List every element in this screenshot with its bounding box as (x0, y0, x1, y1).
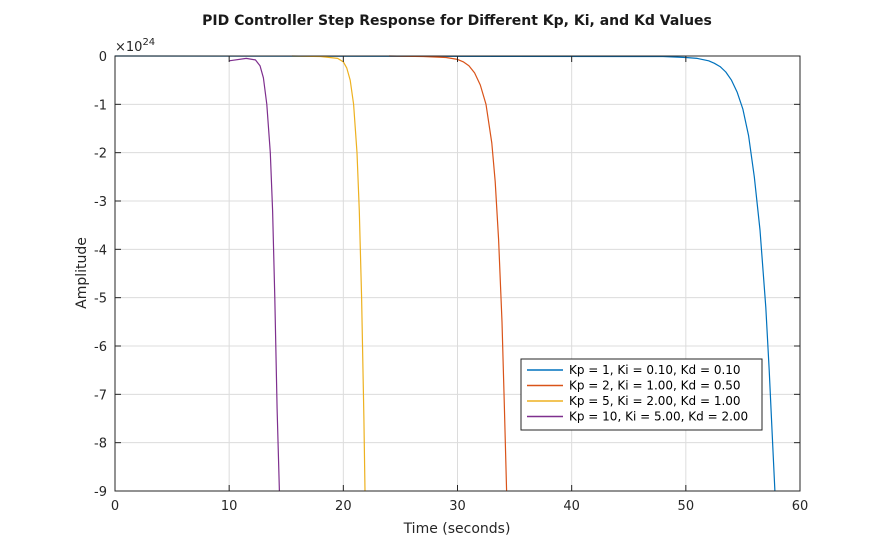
y-tick-label: 0 (99, 50, 107, 65)
chart-title: PID Controller Step Response for Differe… (202, 13, 712, 29)
y-tick-label: -4 (94, 243, 107, 258)
x-tick-label: 40 (563, 499, 580, 514)
series-line-4 (229, 57, 280, 492)
x-axis-label: Time (seconds) (403, 521, 511, 537)
series-layer (114, 55, 776, 492)
series-line-2 (388, 55, 508, 492)
x-tick-label: 20 (335, 499, 352, 514)
y-exponent-base: ×10 (115, 40, 142, 55)
legend-box (520, 358, 763, 431)
x-tick-label: 30 (449, 499, 466, 514)
x-axis-ticks: 0 10 20 30 40 50 60 (111, 56, 808, 514)
x-tick-label: 50 (678, 499, 695, 514)
legend: Kp = 1, Ki = 0.10, Kd = 0.10 Kp = 2, Ki =… (520, 358, 763, 431)
grid (115, 56, 800, 491)
legend-label-2: Kp = 2, Ki = 1.00, Kd = 0.50 (569, 379, 741, 393)
y-axis-ticks: 0 -1 -2 -3 -4 -5 -6 -7 -8 -9 (94, 50, 800, 500)
y-tick-label: -3 (94, 195, 107, 210)
y-tick-label: -6 (94, 340, 107, 355)
series-line-3 (291, 55, 366, 492)
x-tick-label: 0 (111, 499, 119, 514)
y-axis-label: Amplitude (74, 237, 90, 309)
legend-label-1: Kp = 1, Ki = 0.10, Kd = 0.10 (569, 363, 741, 377)
y-tick-label: -1 (94, 98, 107, 113)
y-tick-label: -7 (94, 388, 107, 403)
legend-label-3: Kp = 5, Ki = 2.00, Kd = 1.00 (569, 394, 741, 408)
legend-label-4: Kp = 10, Ki = 5.00, Kd = 2.00 (569, 410, 748, 424)
x-tick-label: 60 (792, 499, 809, 514)
series-line-1 (114, 55, 776, 492)
y-tick-label: -9 (94, 485, 107, 500)
y-tick-label: -8 (94, 437, 107, 452)
y-tick-label: -2 (94, 147, 107, 162)
y-tick-label: -5 (94, 292, 107, 307)
y-exponent-label: ×1024 (115, 37, 155, 55)
x-tick-label: 10 (221, 499, 238, 514)
y-exponent-power: 24 (142, 37, 155, 48)
